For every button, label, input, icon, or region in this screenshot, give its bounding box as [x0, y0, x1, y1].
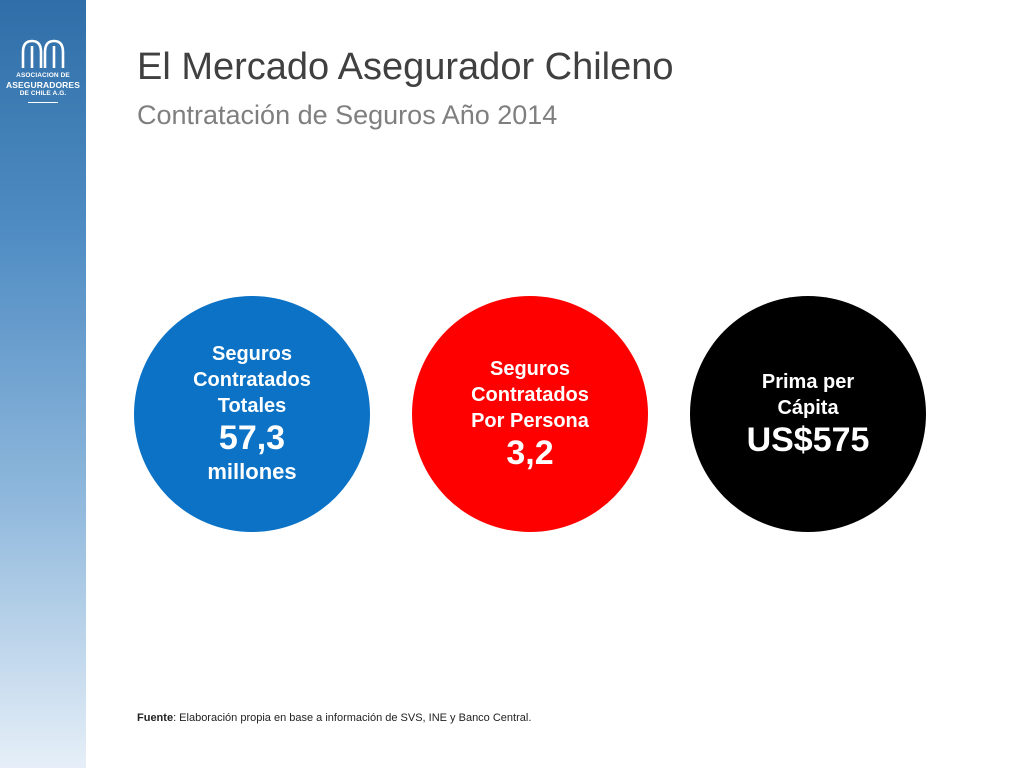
circle-label-line: Totales — [217, 395, 287, 417]
circle-label-line: Contratados — [193, 369, 311, 391]
source-label: Fuente — [137, 712, 174, 724]
premium-per-capita-circle: Prima per Cápita US$575 — [690, 296, 926, 532]
circle-label-line: Cápita — [777, 397, 839, 419]
association-logo: ASOCIACION DE ASEGURADORES DE CHILE A.G. — [6, 38, 80, 103]
logo-line-1: ASOCIACION DE — [16, 72, 70, 79]
circle-label-line: Prima per — [761, 371, 855, 393]
source-footnote: Fuente: Elaboración propia en base a inf… — [137, 712, 531, 724]
circle-value: 3,2 — [506, 434, 554, 472]
circle-label-line: Por Persona — [471, 410, 589, 432]
circle-label-line: Seguros — [211, 343, 293, 365]
circle-label-line: Seguros — [489, 358, 571, 380]
logo-line-2: ASEGURADORES — [6, 80, 80, 90]
circle-label-line: Contratados — [471, 384, 589, 406]
source-text: : Elaboración propia en base a informaci… — [173, 712, 532, 724]
logo-divider — [28, 102, 58, 103]
total-insurance-circle: Seguros Contratados Totales 57,3 millone… — [134, 296, 370, 532]
page-subtitle: Contratación de Seguros Año 2014 — [137, 100, 558, 130]
circle-unit: millones — [207, 459, 297, 484]
per-person-insurance-circle: Seguros Contratados Por Persona 3,2 — [412, 296, 648, 532]
arches-logo-icon — [21, 39, 65, 68]
page-title: El Mercado Asegurador Chileno — [137, 46, 674, 88]
circle-value: US$575 — [746, 421, 870, 459]
circle-value: 57,3 — [218, 419, 286, 457]
sidebar-band: ASOCIACION DE ASEGURADORES DE CHILE A.G. — [0, 0, 86, 768]
logo-line-3: DE CHILE A.G. — [19, 90, 67, 97]
